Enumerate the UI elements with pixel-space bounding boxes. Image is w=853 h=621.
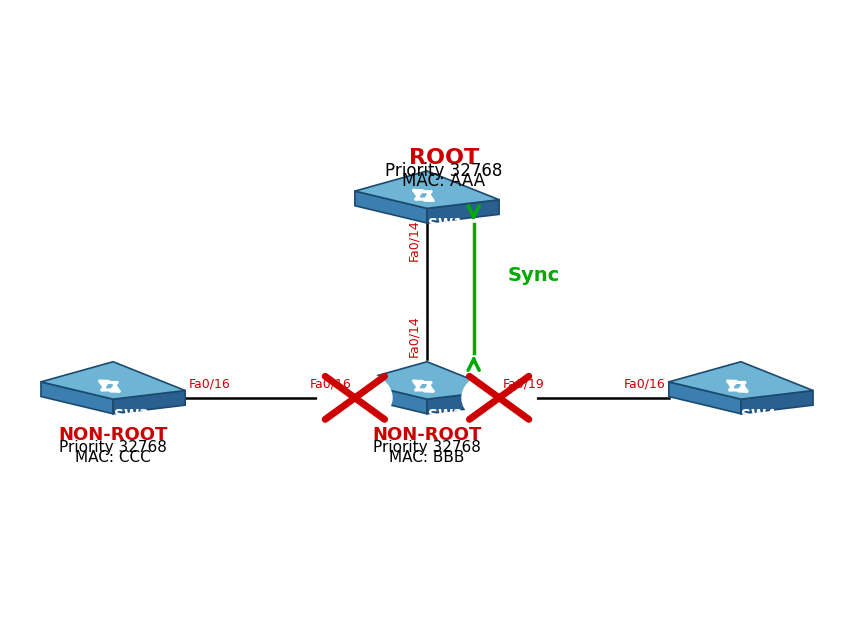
Text: Fa0/16: Fa0/16 xyxy=(309,378,351,391)
Polygon shape xyxy=(113,391,185,414)
Text: SW2: SW2 xyxy=(427,408,462,422)
Text: Fa0/16: Fa0/16 xyxy=(189,378,230,391)
Text: SW1: SW1 xyxy=(427,217,462,231)
Polygon shape xyxy=(668,362,812,399)
Polygon shape xyxy=(355,191,426,223)
Polygon shape xyxy=(355,362,498,399)
Polygon shape xyxy=(426,391,498,414)
Text: SW3: SW3 xyxy=(113,408,148,422)
Text: NON-ROOT: NON-ROOT xyxy=(58,426,167,444)
Text: Fa0/19: Fa0/19 xyxy=(502,378,544,391)
Text: MAC: CCC: MAC: CCC xyxy=(75,450,151,465)
Polygon shape xyxy=(41,362,185,399)
Text: Fa0/16: Fa0/16 xyxy=(623,378,664,391)
Text: Fa0/14: Fa0/14 xyxy=(407,220,420,261)
Polygon shape xyxy=(355,171,498,209)
Text: Fa0/14: Fa0/14 xyxy=(407,315,420,356)
Text: ROOT: ROOT xyxy=(409,148,479,168)
Polygon shape xyxy=(740,391,812,414)
Polygon shape xyxy=(426,200,498,223)
Text: Sync: Sync xyxy=(507,266,560,285)
Circle shape xyxy=(461,371,536,425)
Polygon shape xyxy=(668,382,740,414)
Polygon shape xyxy=(355,382,426,414)
Text: SW4: SW4 xyxy=(740,408,775,422)
Text: Priority 32768: Priority 32768 xyxy=(385,162,502,180)
Text: NON-ROOT: NON-ROOT xyxy=(372,426,481,444)
Text: MAC: BBB: MAC: BBB xyxy=(389,450,464,465)
Text: Priority 32768: Priority 32768 xyxy=(373,440,480,455)
Text: Priority 32768: Priority 32768 xyxy=(59,440,167,455)
Polygon shape xyxy=(41,382,113,414)
Text: MAC: AAA: MAC: AAA xyxy=(402,173,485,191)
Circle shape xyxy=(317,371,392,425)
